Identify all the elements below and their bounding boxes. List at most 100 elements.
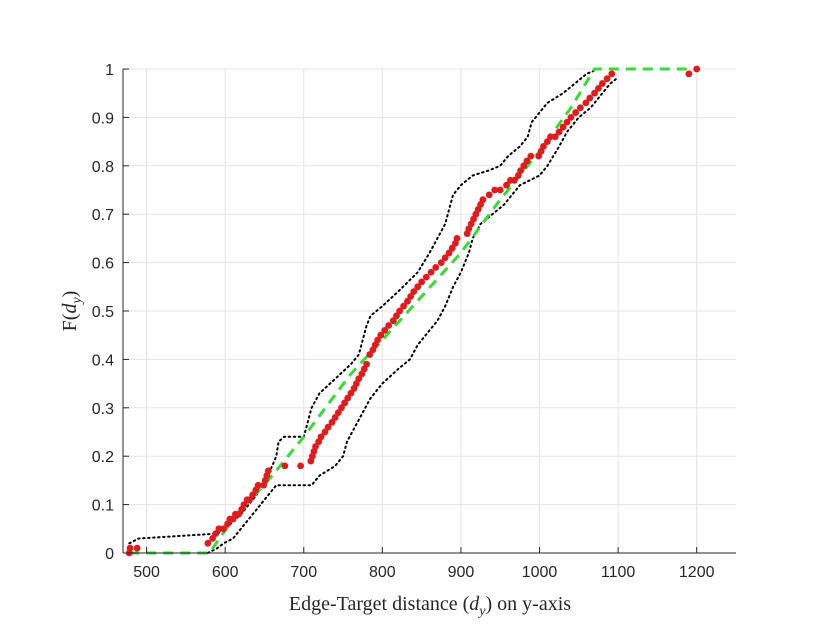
- data-point: [685, 70, 693, 78]
- data-point: [520, 162, 528, 170]
- data-point: [381, 326, 389, 334]
- x-axis-title: Edge-Target distance (dy) on y-axis: [289, 593, 571, 619]
- data-point: [366, 351, 374, 358]
- data-point: [321, 428, 329, 436]
- x-tick-label: 500: [133, 564, 160, 581]
- data-point: [235, 510, 242, 518]
- data-point: [254, 481, 262, 489]
- y-tick-label: 0.7: [92, 207, 114, 224]
- data-point: [204, 539, 212, 547]
- data-point: [563, 118, 571, 126]
- data-point: [595, 84, 602, 92]
- x-tick-label: 900: [448, 564, 475, 581]
- y-tick-label: 0.9: [92, 110, 114, 127]
- x-tick-label: 600: [212, 564, 239, 581]
- y-axis-title-pre: F(: [59, 313, 81, 331]
- series-lower-band: [206, 77, 618, 554]
- data-point: [396, 307, 404, 315]
- data-point: [586, 94, 594, 102]
- data-point: [220, 525, 227, 533]
- x-tick-label: 1000: [522, 564, 558, 581]
- data-point: [240, 501, 248, 508]
- data-point: [582, 99, 590, 107]
- data-point: [374, 336, 382, 344]
- data-point: [547, 133, 554, 141]
- data-point: [347, 389, 355, 397]
- data-point: [543, 138, 551, 146]
- data-point: [377, 331, 385, 339]
- data-point: [603, 75, 611, 83]
- data-point: [385, 322, 393, 329]
- data-point: [393, 312, 400, 320]
- axes: [122, 68, 736, 554]
- data-point: [422, 273, 430, 281]
- data-point: [591, 89, 598, 97]
- y-axis-title-post: ): [59, 291, 81, 298]
- x-tick-label: 800: [369, 564, 396, 581]
- data-point: [414, 283, 422, 291]
- data-point: [572, 109, 580, 116]
- data-point: [297, 462, 305, 470]
- data-point: [410, 288, 418, 296]
- y-axis-title-sub: y: [70, 297, 85, 306]
- data-point: [441, 254, 449, 262]
- x-tick-label: 700: [290, 564, 317, 581]
- data-point: [341, 399, 349, 407]
- x-axis-title-var: d: [469, 593, 480, 615]
- x-axis-title-pre: Edge-Target distance (: [289, 593, 470, 615]
- data-point: [264, 467, 272, 475]
- data-point: [334, 409, 342, 417]
- data-point: [209, 535, 216, 542]
- y-tick-label: 0.1: [92, 498, 114, 515]
- data-point: [523, 157, 531, 165]
- data-point: [312, 443, 319, 450]
- y-axis-title-var: d: [59, 303, 81, 314]
- data-point: [540, 143, 547, 150]
- data-point: [491, 186, 499, 194]
- data-point: [608, 70, 616, 78]
- confidence-band-line: [128, 68, 600, 545]
- data-point: [485, 191, 493, 199]
- data-point: [448, 244, 456, 252]
- data-point: [559, 123, 567, 131]
- data-point: [453, 235, 461, 242]
- data-point: [215, 525, 223, 533]
- series-upper-band: [128, 68, 600, 545]
- data-point: [317, 433, 325, 441]
- data-point: [418, 278, 426, 286]
- x-tick-label: 1200: [679, 564, 715, 581]
- data-point: [404, 297, 411, 305]
- confidence-band-line: [206, 77, 618, 554]
- data-point: [328, 418, 336, 426]
- data-point: [126, 544, 134, 552]
- data-point: [427, 268, 435, 276]
- data-point: [324, 423, 332, 431]
- y-tick-label: 0.3: [92, 401, 114, 418]
- data-point: [212, 530, 220, 538]
- data-point: [338, 404, 345, 412]
- y-tick-label: 0.8: [92, 159, 114, 176]
- y-tick-label: 0.4: [92, 352, 114, 369]
- data-point: [133, 544, 141, 552]
- data-point: [437, 259, 445, 266]
- data-point: [400, 302, 407, 310]
- y-tick-label: 0.2: [92, 449, 114, 466]
- data-point: [389, 317, 397, 325]
- data-point: [693, 65, 701, 73]
- data-point: [510, 176, 518, 184]
- y-axis-title: F(dy): [59, 291, 85, 332]
- data-point: [479, 196, 487, 204]
- series-empirical: [125, 65, 701, 557]
- data-point: [576, 104, 584, 112]
- data-point: [344, 394, 352, 402]
- x-axis-title-sub: y: [477, 604, 486, 619]
- data-point: [432, 264, 440, 271]
- x-tick-label: 1100: [601, 564, 636, 581]
- data-point: [567, 114, 575, 121]
- data-point: [555, 128, 563, 136]
- y-tick-label: 0.6: [92, 256, 114, 273]
- data-point: [355, 375, 363, 383]
- data-point: [445, 249, 453, 257]
